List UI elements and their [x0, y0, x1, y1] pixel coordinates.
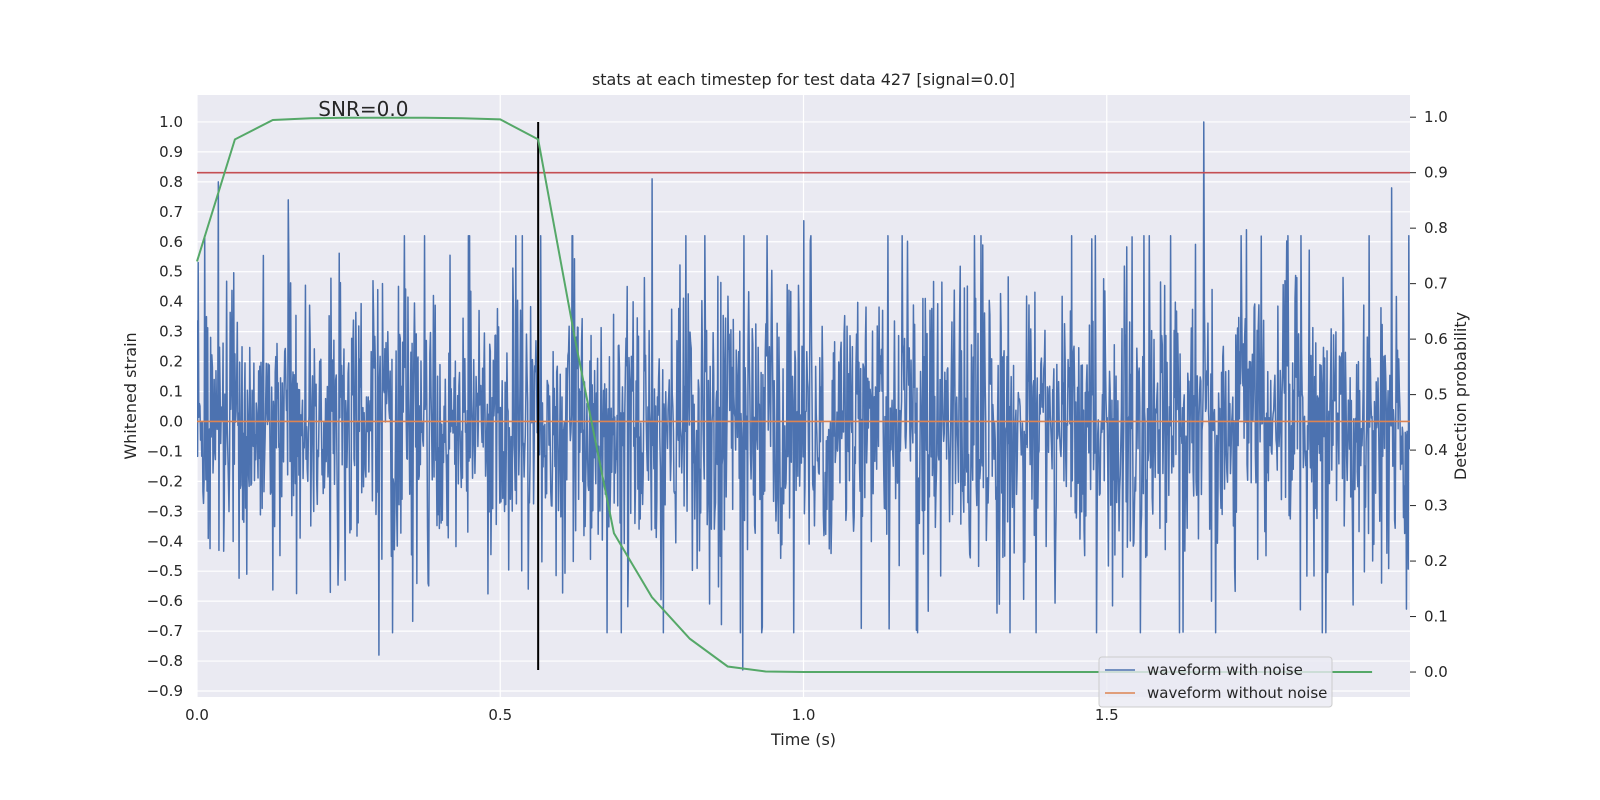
y2-tick-label: 0.4 [1424, 441, 1448, 459]
y-tick-label: −0.4 [147, 532, 183, 550]
y-tick-label: −0.5 [147, 562, 183, 580]
y2-tick-label: 0.3 [1424, 497, 1448, 515]
y-tick-label: 0.6 [159, 233, 183, 251]
y-tick-label: −0.8 [147, 652, 183, 670]
series-layer [197, 121, 1410, 671]
x-tick-label: 0.0 [185, 706, 209, 724]
waveform-with-noise-line [197, 121, 1410, 671]
y-tick-label: 0.0 [159, 412, 183, 430]
y-tick-label: 0.5 [159, 263, 183, 281]
x-tick-label: 0.5 [488, 706, 512, 724]
y-tick-label: 0.2 [159, 353, 183, 371]
y2-tick-label: 0.8 [1424, 219, 1448, 237]
y2-tick-label: 0.1 [1424, 608, 1448, 626]
y2-axis-label: Detection probability [1451, 312, 1470, 480]
y-tick-label: 0.9 [159, 143, 183, 161]
y-tick-label: 0.8 [159, 173, 183, 191]
y-tick-label: −0.7 [147, 622, 183, 640]
chart-title: stats at each timestep for test data 427… [592, 70, 1015, 89]
y2-tick-label: 0.6 [1424, 330, 1448, 348]
y2-tick-label: 0.5 [1424, 386, 1448, 404]
y2-tick-label: 0.7 [1424, 275, 1448, 293]
y-tick-label: −0.2 [147, 472, 183, 490]
y-axis-label: Whitened strain [121, 332, 140, 459]
legend-box [1098, 656, 1333, 708]
x-axis-label: Time (s) [770, 730, 836, 749]
y-tick-label: −0.6 [147, 592, 183, 610]
y-tick-label: 0.7 [159, 203, 183, 221]
legend-label-noise: waveform with noise [1147, 661, 1303, 679]
y-tick-label: 0.4 [159, 293, 183, 311]
y-tick-label: −0.1 [147, 442, 183, 460]
y2-tick-label: 0.9 [1424, 164, 1448, 182]
legend: waveform with noise waveform without noi… [1098, 656, 1333, 708]
snr-annotation: SNR=0.0 [318, 97, 408, 121]
x-tick-label: 1.5 [1095, 706, 1119, 724]
y2-tick-label: 0.0 [1424, 663, 1448, 681]
y-tick-label: 1.0 [159, 113, 183, 131]
y-tick-label: −0.3 [147, 502, 183, 520]
y-tick-label: 0.3 [159, 323, 183, 341]
y-tick-label: −0.9 [147, 682, 183, 700]
y-tick-label: 0.1 [159, 383, 183, 401]
legend-label-clean: waveform without noise [1147, 684, 1327, 702]
y2-tick-label: 0.2 [1424, 552, 1448, 570]
tick-labels: 0.0 0.5 1.0 1.5 1.0 0.9 0.8 0.7 0.6 0.5 0.4 0.3 0.2 0… [147, 108, 1448, 724]
y2-tick-label: 1.0 [1424, 108, 1448, 126]
x-tick-label: 1.0 [792, 706, 816, 724]
